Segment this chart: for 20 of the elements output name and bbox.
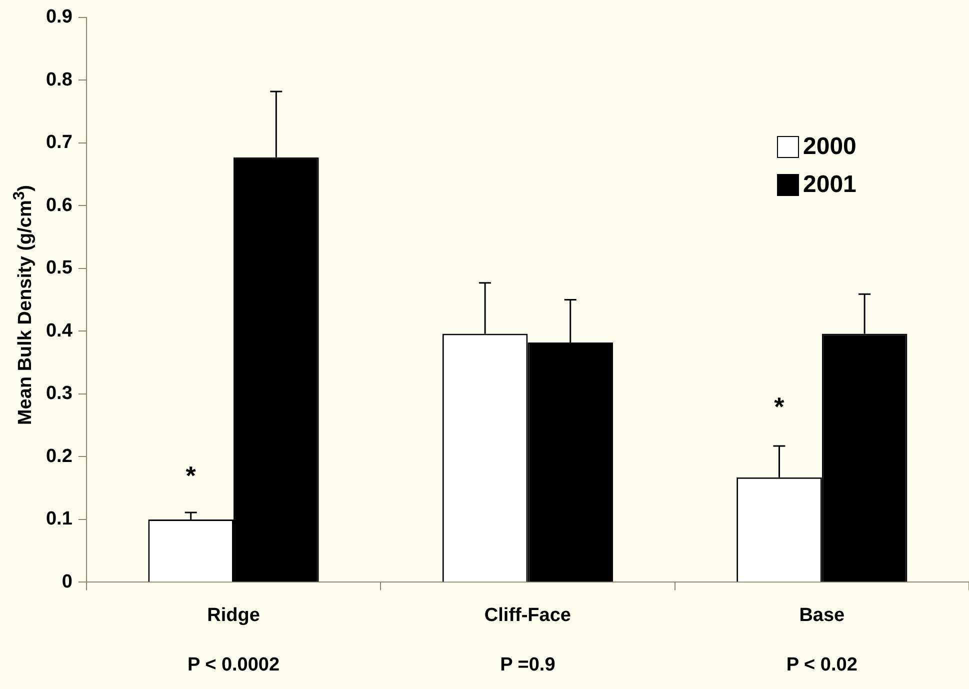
y-tick-label: 0.8 (46, 69, 72, 90)
legend-label: 2000 (803, 133, 856, 161)
legend-label: 2001 (803, 171, 856, 199)
y-tick-label: 0.3 (46, 383, 72, 404)
y-tick-label: 0.9 (46, 6, 72, 28)
text: P =0.9 (500, 654, 556, 676)
annotation: * (186, 460, 197, 490)
y-tick-label: 0.4 (46, 320, 73, 342)
x-tick-label: Base (799, 604, 845, 626)
y-tick-label: 0.1 (46, 508, 73, 530)
x-tick-label: Cliff-Face (484, 604, 571, 626)
y-tick-label: 0.2 (46, 446, 72, 467)
text: P < 0.0002 (187, 654, 280, 676)
x-tick-label: Ridge (207, 604, 260, 626)
y-tick-label: 0 (62, 571, 72, 592)
y-tick-label: 0.7 (46, 132, 72, 154)
annotation: * (774, 391, 786, 422)
y-tick-label: 0.6 (46, 194, 72, 216)
text: P < 0.02 (786, 654, 858, 676)
y-tick-label: 0.5 (46, 258, 73, 279)
